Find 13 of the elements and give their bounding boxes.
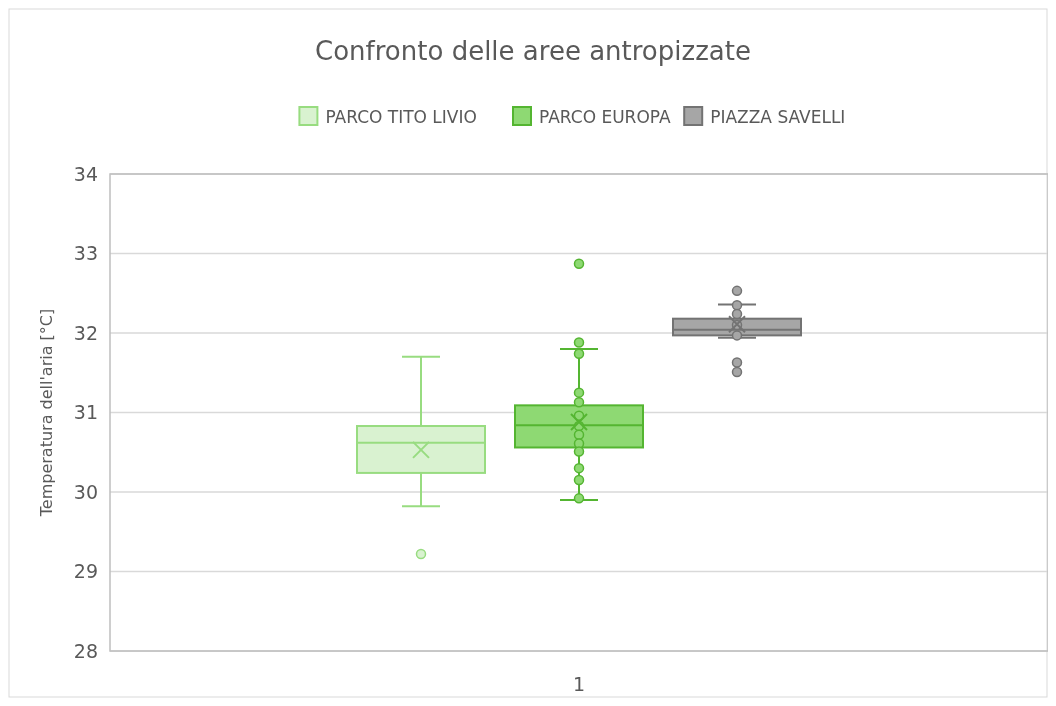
legend-label: PIAZZA SAVELLI	[710, 107, 846, 127]
chart-title: Confronto delle aree antropizzate	[315, 36, 751, 66]
y-tick-label: 28	[73, 639, 98, 662]
y-axis-title: Temperatura dell'aria [°C]	[37, 308, 56, 518]
x-tick-label: 1	[572, 673, 586, 695]
legend-label: PARCO TITO LIVIO	[325, 107, 477, 127]
y-tick-label: 29	[73, 560, 98, 583]
y-tick-label: 30	[73, 480, 98, 503]
y-tick-label: 31	[73, 401, 98, 424]
y-tick-label: 33	[73, 242, 98, 265]
legend-label: PARCO EUROPA	[539, 107, 671, 127]
y-tick-label: 34	[73, 162, 98, 185]
y-tick-label: 32	[73, 321, 98, 344]
